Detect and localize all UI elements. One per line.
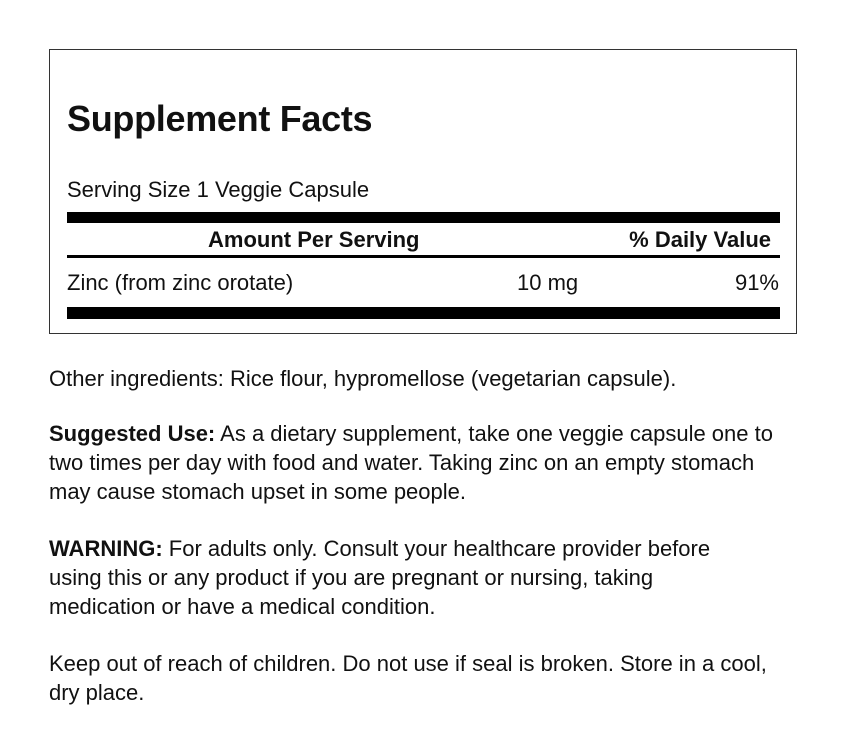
daily-value-header: % Daily Value	[629, 227, 771, 252]
serving-size: Serving Size 1 Veggie Capsule	[67, 177, 370, 202]
amount-header: Amount Per Serving	[208, 227, 420, 252]
suggested-use-text: As a dietary supplement, take one veggie…	[49, 421, 773, 504]
warning-text: For adults only. Consult your healthcare…	[49, 536, 711, 619]
nutrient-amount: 10 mg	[517, 270, 579, 295]
nutrient-name: Zinc (from zinc orotate)	[67, 270, 294, 295]
supplement-facts-panel: Supplement Facts Serving Size 1 Veggie C…	[49, 49, 797, 334]
panel-title: Supplement Facts	[67, 98, 373, 139]
warning: WARNING: For adults only. Consult your h…	[49, 534, 759, 621]
suggested-use: Suggested Use: As a dietary supplement, …	[49, 419, 799, 506]
thin-divider	[67, 255, 780, 258]
suggested-use-label: Suggested Use:	[49, 421, 216, 446]
warning-label: WARNING:	[49, 536, 163, 561]
thick-divider	[67, 212, 780, 223]
nutrient-dv: 91%	[734, 270, 779, 295]
thick-divider-bottom	[67, 307, 780, 319]
storage-note: Keep out of reach of children. Do not us…	[49, 651, 767, 705]
other-ingredients: Other ingredients: Rice flour, hypromell…	[49, 366, 677, 391]
